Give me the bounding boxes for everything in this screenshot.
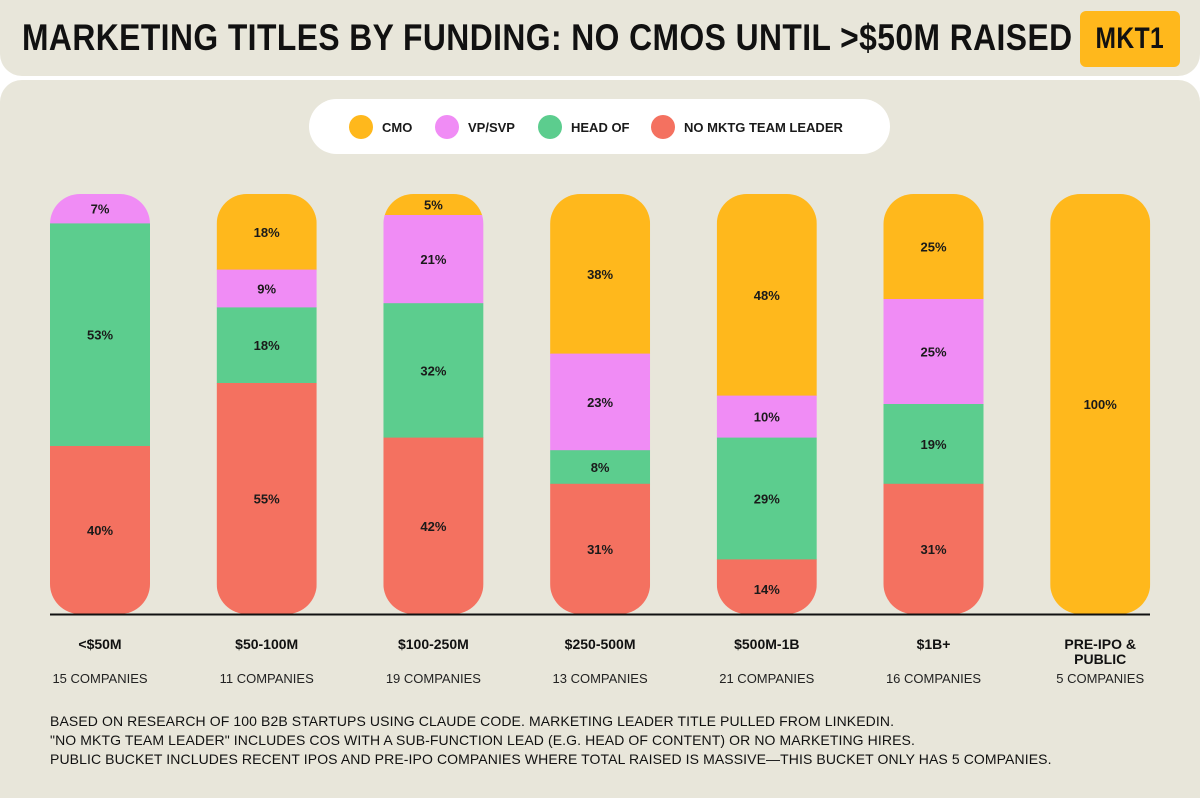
- legend-item-head-of: HEAD OF: [538, 115, 630, 139]
- data-label: 32%: [420, 363, 446, 378]
- x-tick-label: $250-500M: [564, 636, 636, 652]
- data-label: 38%: [587, 267, 613, 282]
- bar-segment-head-of: [883, 404, 984, 485]
- legend-label-no-mktg-team-leader: NO MKTG TEAM LEADER: [684, 119, 843, 135]
- company-count-label: 19 COMPANIES: [385, 671, 481, 686]
- chart-title: MARKETING TITLES BY FUNDING: NO CMOS UNT…: [22, 17, 1073, 58]
- header-bar: MARKETING TITLES BY FUNDING: NO CMOS UNT…: [0, 0, 1200, 76]
- data-label: 18%: [254, 225, 280, 240]
- company-count-label: 5 COMPANIES: [1056, 671, 1145, 686]
- legend-item-cmo: CMO: [349, 115, 412, 139]
- data-label: 8%: [591, 460, 610, 475]
- data-label: 48%: [754, 288, 780, 303]
- data-label: 5%: [424, 198, 443, 213]
- legend-swatch-vp-svp: [435, 115, 459, 139]
- bar-segment-no-mktg-team-leader: [716, 559, 817, 614]
- bar-segment-cmo: [550, 194, 651, 355]
- company-count-label: 21 COMPANIES: [719, 671, 815, 686]
- x-tick-label: $500M-1B: [734, 636, 800, 652]
- data-label: 9%: [257, 282, 276, 297]
- bar-segment-head-of: [50, 223, 150, 447]
- data-label: 25%: [920, 345, 946, 360]
- bar-pre-ipo-public: [1050, 194, 1151, 614]
- data-label: 21%: [420, 252, 446, 267]
- footnote-line-3: PUBLIC BUCKET INCLUDES RECENT IPOS AND P…: [50, 751, 1052, 767]
- x-tick-label: $50-100M: [235, 636, 299, 652]
- company-count-label: 15 COMPANIES: [52, 671, 148, 686]
- data-label: 23%: [587, 395, 613, 410]
- data-label: 10%: [754, 410, 780, 425]
- x-tick-label: PRE-IPO & PUBLIC: [1064, 636, 1136, 667]
- footnote-line-2: "NO MKTG TEAM LEADER" INCLUDES COS WITH …: [50, 732, 915, 748]
- bar-250-500m: [550, 194, 651, 614]
- bar-segment-vp-svp: [716, 395, 817, 439]
- legend-label-head-of: HEAD OF: [571, 119, 630, 135]
- bar-segment-no-mktg-team-leader: [50, 446, 150, 614]
- data-label: 14%: [754, 582, 780, 597]
- data-label: 19%: [920, 437, 946, 452]
- legend-label-cmo: CMO: [382, 119, 413, 135]
- company-count-label: 16 COMPANIES: [885, 671, 982, 686]
- legend-label-vp-svp: VP/SVP: [468, 119, 515, 135]
- bar-segment-no-mktg-team-leader: [883, 483, 984, 614]
- data-label: 29%: [754, 492, 780, 507]
- bar-segment-cmo: [716, 194, 817, 397]
- bar-500m-1b: [716, 194, 817, 614]
- bar-segment-vp-svp: [216, 269, 317, 308]
- bar-segment-no-mktg-team-leader: [216, 383, 317, 614]
- data-label: 53%: [87, 328, 113, 343]
- bar-1b: [883, 194, 984, 614]
- x-tick-label: $100-250M: [397, 636, 469, 652]
- data-label: 31%: [587, 542, 613, 557]
- bar-segment-no-mktg-team-leader: [550, 483, 651, 614]
- company-count-label: 11 COMPANIES: [219, 671, 314, 686]
- bar-segment-vp-svp: [50, 194, 150, 224]
- bar-segment-no-mktg-team-leader: [383, 437, 484, 614]
- data-label: 31%: [920, 542, 946, 557]
- bar-segment-vp-svp: [550, 353, 651, 451]
- logo-text: MKT1: [1095, 22, 1165, 55]
- legend: CMO VP/SVP HEAD OF NO MKTG TEAM LEADER: [309, 99, 890, 154]
- bar-segment-head-of: [550, 450, 651, 485]
- data-label: 55%: [254, 492, 280, 507]
- bar-segment-head-of: [716, 437, 817, 560]
- legend-swatch-no-mktg-team-leader: [651, 115, 675, 139]
- bar-segment-cmo: [216, 194, 317, 271]
- legend-item-no-mktg-team-leader: NO MKTG TEAM LEADER: [651, 115, 843, 139]
- footnote-line-1: BASED ON RESEARCH OF 100 B2B STARTUPS US…: [50, 713, 895, 729]
- data-label: 100%: [1084, 397, 1118, 412]
- bar-segment-vp-svp: [383, 215, 484, 304]
- bar-segment-head-of: [216, 307, 317, 384]
- bar-segment-vp-svp: [883, 299, 984, 405]
- mkt1-logo: MKT1: [1080, 11, 1180, 67]
- bar-segment-cmo: [1050, 194, 1151, 614]
- x-tick-label: $1B+: [916, 636, 951, 652]
- bar-segment-cmo: [883, 194, 984, 300]
- data-label: 25%: [920, 240, 946, 255]
- data-label: 7%: [91, 202, 110, 217]
- data-label: 42%: [420, 519, 446, 534]
- bar-segment-cmo: [383, 194, 484, 216]
- bar-50-100m: [216, 194, 317, 614]
- bar-segment-head-of: [383, 303, 484, 439]
- footnote: BASED ON RESEARCH OF 100 B2B STARTUPS US…: [50, 712, 1170, 769]
- x-tick-label: <$50M: [78, 636, 122, 652]
- legend-swatch-head-of: [538, 115, 562, 139]
- bar-100-250m: [383, 194, 484, 614]
- company-count-label: 13 COMPANIES: [552, 671, 648, 686]
- legend-item-vp-svp: VP/SVP: [435, 115, 515, 139]
- data-label: 18%: [254, 338, 280, 353]
- data-label: 40%: [87, 523, 113, 538]
- legend-swatch-cmo: [349, 115, 373, 139]
- bar-50m: [50, 194, 150, 614]
